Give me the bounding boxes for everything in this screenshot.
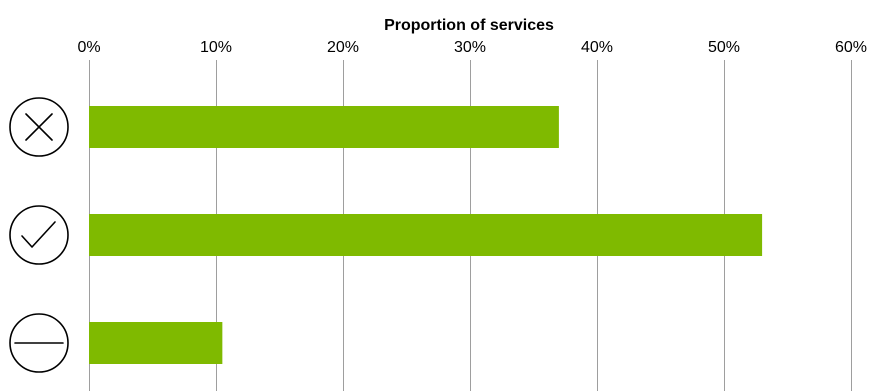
minus-in-circle-icon (9, 313, 69, 373)
x-tick-label: 60% (835, 39, 867, 56)
x-axis-title: Proportion of services (384, 17, 554, 34)
x-tick-label: 50% (708, 39, 740, 56)
category-icons (9, 97, 69, 373)
x-tick-label: 20% (327, 39, 359, 56)
cross-in-circle-icon (9, 97, 69, 157)
x-tick-label: 0% (77, 39, 100, 56)
x-tick-labels: 0% 10% 20% 30% 40% 50% 60% (77, 39, 867, 56)
x-tick-label: 40% (581, 39, 613, 56)
bars (89, 106, 763, 364)
bar-check-in-circle (89, 214, 763, 256)
bar-cross-in-circle (89, 106, 559, 148)
x-tick-label: 10% (200, 39, 232, 56)
x-tick-label: 30% (454, 39, 486, 56)
check-in-circle-icon (9, 205, 69, 265)
bar-minus-in-circle (89, 322, 223, 364)
